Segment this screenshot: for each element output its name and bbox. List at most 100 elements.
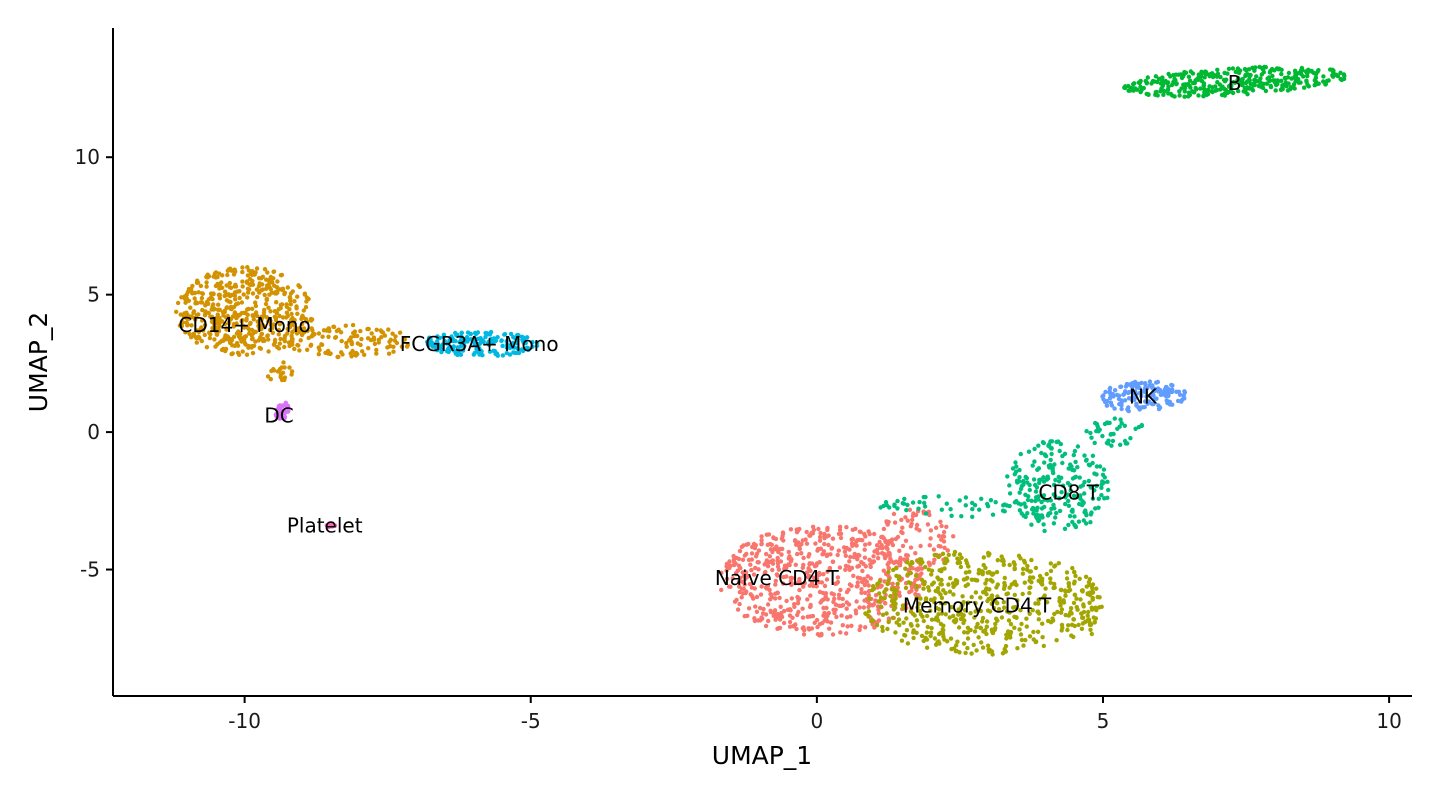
data-point (1257, 64, 1262, 70)
data-point (302, 291, 308, 296)
data-point (1312, 78, 1318, 83)
data-point (874, 543, 880, 548)
data-point (249, 344, 255, 349)
data-point (963, 650, 968, 656)
data-point (205, 272, 210, 277)
data-point (900, 543, 906, 549)
data-point (1066, 503, 1072, 508)
data-point (292, 299, 297, 304)
data-point (1001, 559, 1006, 564)
data-point (923, 564, 928, 570)
data-point (1118, 384, 1123, 389)
data-point (1201, 94, 1206, 99)
data-point (870, 618, 875, 623)
data-point (1036, 443, 1041, 448)
data-point (1100, 472, 1106, 477)
data-point (1210, 85, 1215, 90)
data-point (1122, 398, 1128, 403)
data-point (737, 584, 742, 589)
data-point (297, 348, 302, 353)
data-point (808, 593, 813, 598)
data-point (1161, 81, 1166, 86)
data-point (251, 329, 256, 334)
data-point (394, 340, 400, 346)
data-point (259, 331, 265, 337)
data-point (923, 598, 929, 603)
data-point (817, 534, 823, 540)
data-point (781, 620, 787, 626)
data-point (1042, 504, 1047, 510)
data-point (838, 630, 843, 635)
data-point (1109, 403, 1115, 408)
data-point (916, 506, 921, 511)
data-point (277, 322, 282, 327)
data-point (970, 506, 975, 512)
data-point (919, 557, 924, 562)
data-point (1064, 576, 1070, 581)
data-point (1084, 457, 1089, 462)
data-point (880, 624, 885, 630)
data-point (893, 596, 898, 601)
data-point (1023, 637, 1028, 643)
data-point (870, 584, 876, 589)
data-point (487, 349, 493, 354)
data-point (210, 326, 215, 331)
data-point (994, 569, 1000, 575)
data-point (1067, 513, 1073, 519)
data-point (1083, 574, 1089, 579)
data-point (1053, 563, 1058, 568)
data-point (925, 522, 931, 527)
data-point (1164, 384, 1169, 390)
data-point (824, 605, 829, 611)
data-point (986, 550, 991, 556)
data-point (1034, 508, 1039, 513)
data-point (290, 320, 295, 325)
data-point (877, 579, 882, 584)
data-point (245, 265, 250, 270)
data-point (1024, 616, 1029, 621)
data-point (451, 344, 456, 350)
data-point (993, 500, 998, 505)
data-point (1007, 503, 1012, 509)
data-point (895, 506, 900, 511)
data-point (936, 494, 941, 499)
data-point (207, 335, 213, 341)
data-point (1066, 498, 1071, 504)
data-point (844, 600, 849, 605)
data-point (826, 542, 831, 548)
data-point (262, 267, 268, 272)
data-point (874, 547, 880, 553)
data-point (801, 555, 806, 561)
data-point (1304, 79, 1309, 85)
data-point (900, 525, 905, 530)
data-point (326, 348, 331, 354)
data-point (948, 576, 953, 581)
data-point (281, 409, 286, 415)
data-point (961, 613, 966, 618)
data-point (817, 570, 822, 576)
data-point (1056, 479, 1062, 484)
cluster-points-platelet (324, 521, 338, 530)
data-point (880, 612, 886, 617)
data-point (336, 354, 341, 360)
data-point (944, 524, 949, 529)
data-point (883, 587, 888, 592)
data-point (942, 601, 948, 606)
data-point (1052, 506, 1057, 511)
data-point (976, 571, 981, 576)
data-point (1058, 600, 1063, 605)
data-point (932, 599, 937, 605)
data-point (760, 611, 766, 616)
data-point (265, 374, 271, 379)
data-point (801, 562, 806, 568)
data-point (966, 600, 971, 605)
data-point (990, 579, 995, 584)
data-point (1118, 442, 1123, 447)
data-point (897, 593, 902, 598)
data-point (1162, 89, 1167, 94)
data-point (1051, 502, 1056, 508)
data-point (1053, 477, 1058, 483)
data-point (830, 632, 836, 637)
data-point (1144, 394, 1149, 399)
data-point (336, 327, 341, 332)
